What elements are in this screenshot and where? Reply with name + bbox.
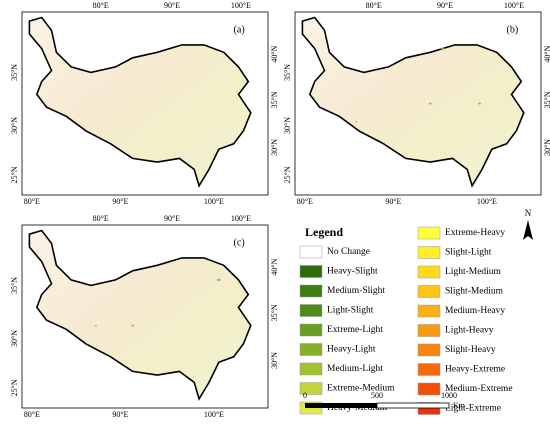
legend-label: Heavy-Medium bbox=[327, 403, 388, 413]
legend-swatch bbox=[417, 246, 441, 259]
legend-swatch bbox=[299, 323, 323, 337]
lon-label: 90°E bbox=[112, 197, 128, 206]
panel-label: (a) bbox=[234, 25, 245, 36]
lat-label: 40°N bbox=[270, 45, 279, 62]
lat-label: 35°N bbox=[10, 64, 19, 81]
lat-label: 30°N bbox=[270, 352, 279, 369]
lon-label: 80°E bbox=[24, 197, 40, 206]
legend-label: Extreme-Light bbox=[327, 325, 383, 335]
lon-label: 100°E bbox=[231, 214, 251, 223]
legend-label: No Change bbox=[327, 247, 370, 257]
legend-title: Legend bbox=[305, 225, 343, 239]
lon-label: 90°E bbox=[164, 1, 180, 10]
legend-swatch bbox=[417, 324, 441, 337]
legend-label: Extreme-Heavy bbox=[445, 228, 505, 238]
lon-label: 90°E bbox=[437, 1, 453, 10]
legend-swatch bbox=[417, 343, 441, 357]
lat-label: 30°N bbox=[10, 117, 19, 134]
legend-swatch bbox=[299, 343, 323, 356]
legend-label: Heavy-Slight bbox=[327, 267, 378, 277]
legend-label: Medium-Slight bbox=[327, 286, 385, 296]
lat-label: 25°N bbox=[10, 379, 19, 396]
legend-label: Light-Heavy bbox=[445, 326, 494, 336]
change-patch bbox=[428, 102, 432, 105]
legend-swatch bbox=[299, 304, 323, 317]
lon-label: 80°E bbox=[297, 197, 313, 206]
legend-swatch bbox=[417, 382, 441, 396]
lon-label: 80°E bbox=[24, 410, 40, 419]
lat-label: 40°N bbox=[543, 45, 550, 62]
panel-label: (c) bbox=[234, 238, 245, 249]
lat-label: 30°N bbox=[283, 117, 292, 134]
lon-label: 100°E bbox=[477, 197, 497, 206]
scale-unit: Km bbox=[453, 401, 466, 410]
legend-label: Medium-Light bbox=[327, 364, 383, 374]
lat-label: 25°N bbox=[10, 166, 19, 183]
lat-label: 35°N bbox=[283, 64, 292, 81]
legend-label: Heavy-Light bbox=[327, 345, 376, 355]
legend-swatch bbox=[417, 304, 441, 318]
legend-swatch bbox=[299, 245, 323, 259]
lon-label: 80°E bbox=[93, 1, 109, 10]
legend-label: Slight-Medium bbox=[445, 287, 504, 297]
plateau-map bbox=[301, 16, 525, 188]
lat-label: 35°N bbox=[10, 277, 19, 294]
panel-label: (b) bbox=[507, 25, 519, 36]
lat-label: 30°N bbox=[270, 139, 279, 156]
legend-label: Extreme-Medium bbox=[327, 384, 395, 394]
legend-label: Light-Medium bbox=[445, 267, 502, 277]
lat-label: 40°N bbox=[270, 258, 279, 275]
lat-label: 25°N bbox=[283, 166, 292, 183]
legend-label: Slight-Light bbox=[445, 248, 492, 258]
scale-bar bbox=[305, 403, 377, 408]
scale-label: 0 bbox=[303, 391, 307, 400]
change-patch bbox=[355, 121, 358, 123]
lon-label: 90°E bbox=[385, 197, 401, 206]
legend-swatch bbox=[417, 285, 441, 298]
legend-swatch bbox=[417, 226, 441, 240]
legend-label: Slight-Heavy bbox=[445, 345, 496, 355]
legend-swatch bbox=[299, 362, 323, 376]
change-patch bbox=[440, 47, 445, 50]
lat-label: 35°N bbox=[543, 91, 550, 108]
legend-label: Medium-Heavy bbox=[445, 306, 505, 316]
lon-label: 100°E bbox=[204, 410, 224, 419]
legend-swatch bbox=[299, 284, 323, 298]
legend-swatch bbox=[417, 265, 441, 279]
legend-swatch bbox=[299, 265, 323, 278]
lat-label: 30°N bbox=[10, 330, 19, 347]
change-patch bbox=[216, 278, 221, 282]
lon-label: 90°E bbox=[164, 214, 180, 223]
plateau-map bbox=[28, 229, 252, 401]
change-patch bbox=[477, 102, 482, 105]
lon-label: 100°E bbox=[504, 1, 524, 10]
lon-label: 80°E bbox=[93, 214, 109, 223]
lon-label: 90°E bbox=[112, 410, 128, 419]
lat-label: 30°N bbox=[543, 139, 550, 156]
lat-label: 35°N bbox=[270, 304, 279, 321]
north-arrow bbox=[523, 220, 533, 240]
change-patch bbox=[94, 324, 98, 327]
lon-label: 80°E bbox=[366, 1, 382, 10]
north-label: N bbox=[525, 208, 532, 218]
legend-swatch bbox=[417, 363, 441, 376]
lat-label: 35°N bbox=[270, 91, 279, 108]
scale-bar bbox=[376, 402, 450, 409]
legend-label: Light-Extreme bbox=[445, 404, 501, 414]
change-patch bbox=[131, 324, 135, 327]
scale-label: 500 bbox=[371, 391, 383, 400]
plateau-map bbox=[28, 16, 252, 188]
legend-swatch bbox=[299, 382, 323, 395]
legend-label: Heavy-Extreme bbox=[445, 365, 505, 375]
legend-label: Medium-Extreme bbox=[445, 384, 513, 394]
lon-label: 100°E bbox=[231, 1, 251, 10]
legend-label: Light-Slight bbox=[327, 306, 374, 316]
scale-label: 1000 bbox=[441, 391, 457, 400]
lon-label: 100°E bbox=[204, 197, 224, 206]
